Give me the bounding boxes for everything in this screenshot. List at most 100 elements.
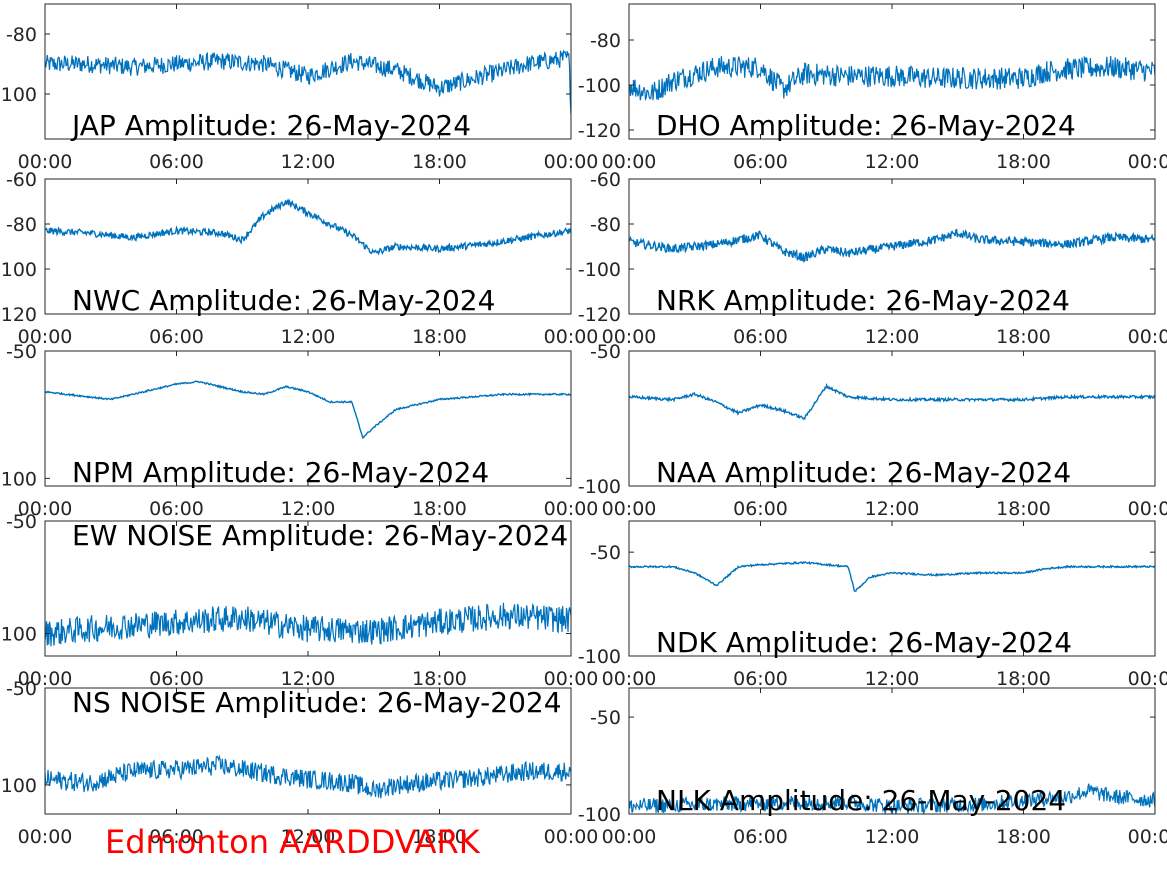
dho-y-tick-label: -100 [578,75,621,97]
nwc-y-tick-label: -80 [6,214,37,236]
nlk-x-tick-label: 12:00 [865,826,920,848]
ns-noise-x-tick-label: 00:00 [544,826,599,848]
jap-panel: 00:00 06:00 12:00 18:00 00:00 -80 100 JAP Ampli… [1,3,599,173]
nwc-series-line [45,198,571,256]
ew-noise-series-line [45,602,571,647]
dho-y-tick-label: -120 [578,120,621,142]
ew-noise-y-tick-label: -50 [6,511,37,533]
nwc-x-tick-label: 00:00 [544,326,599,348]
npm-panel: 00:00 06:00 12:00 18:00 00:00 -50 100 NPM Ampli… [1,341,599,520]
dho-panel: 00:00 06:00 12:00 18:00 00:00 -80 -100 -120 DHO … [578,3,1167,173]
ns-noise-x-tick-label: 00:00 [18,826,73,848]
jap-y-tick-label: -80 [6,24,37,46]
ew-noise-x-tick-label: 12:00 [281,668,336,690]
ndk-series-line [629,560,1155,592]
ns-noise-y-tick-label: -50 [6,678,37,700]
naa-y-tick-label: -50 [590,341,621,363]
dho-x-tick-label: 00:00 [1128,151,1167,173]
naa-x-tick-label: 00:00 [1128,498,1167,520]
jap-x-tick-label: 00:00 [18,151,73,173]
panels: 00:00 06:00 12:00 18:00 00:00 -80 100 JAP Ampli… [1,3,1167,848]
naa-y-tick-label: -100 [578,476,621,498]
ns-noise-x-tick-label: 18:00 [412,826,467,848]
nrk-panel-title: NRK Amplitude: 26-May-2024 [656,284,1070,317]
jap-x-tick-label: 18:00 [412,151,467,173]
jap-y-tick-label: 100 [1,84,37,106]
dho-y-tick-label: -80 [590,30,621,52]
ndk-x-tick-label: 00:00 [602,668,657,690]
ndk-panel-title: NDK Amplitude: 26-May-2024 [656,626,1072,659]
ew-noise-x-tick-label: 00:00 [18,668,73,690]
naa-x-tick-label: 18:00 [996,498,1051,520]
nrk-panel: 00:00 06:00 12:00 18:00 00:00 -60 -80 -100 -120 N… [578,169,1167,348]
ndk-x-tick-label: 12:00 [865,668,920,690]
dho-x-tick-label: 12:00 [865,151,920,173]
jap-x-tick-label: 00:00 [544,151,599,173]
nwc-panel-title: NWC Amplitude: 26-May-2024 [72,284,495,317]
station-label: Edmonton AARDDVARK [105,823,481,861]
nwc-y-tick-label: -60 [6,169,37,191]
ndk-x-tick-label: 00:00 [1128,668,1167,690]
ns-noise-series-line [45,754,571,799]
nlk-panel-title: NLK Amplitude: 26-May-2024 [656,784,1066,817]
ndk-x-tick-label: 06:00 [733,668,788,690]
ndk-y-tick-label: -100 [578,646,621,668]
npm-panel-title: NPM Amplitude: 26-May-2024 [72,456,489,489]
ns-noise-x-tick-label: 06:00 [149,826,204,848]
npm-series-line [45,380,571,439]
dho-x-tick-label: 06:00 [733,151,788,173]
npm-x-tick-label: 06:00 [149,498,204,520]
ndk-x-tick-label: 18:00 [996,668,1051,690]
naa-series-line [629,382,1155,421]
ndk-panel: 00:00 06:00 12:00 18:00 00:00 -50 -100 NDK Ampl… [578,520,1167,690]
nrk-y-tick-label: -100 [578,259,621,281]
ew-noise-x-tick-label: 18:00 [412,668,467,690]
npm-x-tick-label: 00:00 [544,498,599,520]
ns-noise-panel-title: NS NOISE Amplitude: 26-May-2024 [72,686,562,719]
nwc-y-tick-label: 120 [1,304,37,326]
ndk-y-tick-label: -50 [590,542,621,564]
npm-x-tick-label: 00:00 [18,498,73,520]
dho-x-tick-label: 00:00 [602,151,657,173]
nlk-panel: 00:00 06:00 12:00 18:00 00:00 -50 -100 NLK Ampl… [578,687,1167,848]
nrk-x-tick-label: 12:00 [865,326,920,348]
dho-x-tick-label: 18:00 [996,151,1051,173]
nwc-x-tick-label: 18:00 [412,326,467,348]
naa-panel-title: NAA Amplitude: 26-May-2024 [656,456,1071,489]
ew-noise-panel: 00:00 06:00 12:00 18:00 00:00 -50 100 EW NOISE … [1,511,599,690]
jap-x-tick-label: 06:00 [149,151,204,173]
nrk-series-line [629,228,1155,263]
ew-noise-panel-title: EW NOISE Amplitude: 26-May-2024 [72,519,568,552]
nrk-x-tick-label: 18:00 [996,326,1051,348]
jap-series-line [45,49,571,116]
naa-x-tick-label: 12:00 [865,498,920,520]
naa-x-tick-label: 06:00 [733,498,788,520]
nlk-y-tick-label: -100 [578,804,621,826]
ew-noise-x-tick-label: 00:00 [544,668,599,690]
nlk-x-tick-label: 00:00 [1128,826,1167,848]
npm-y-tick-label: -50 [6,341,37,363]
ns-noise-y-tick-label: 100 [1,775,37,797]
ns-noise-x-tick-label: 12:00 [281,826,336,848]
ew-noise-y-tick-label: 100 [1,624,37,646]
jap-panel-title: JAP Amplitude: 26-May-2024 [70,109,471,142]
naa-x-tick-label: 00:00 [602,498,657,520]
nwc-y-tick-label: 100 [1,259,37,281]
jap-x-tick-label: 12:00 [281,151,336,173]
nrk-y-tick-label: -80 [590,214,621,236]
nlk-x-tick-label: 06:00 [733,826,788,848]
npm-y-tick-label: 100 [1,468,37,490]
nlk-y-tick-label: -50 [590,707,621,729]
dho-series-line [629,55,1155,102]
naa-panel: 00:00 06:00 12:00 18:00 00:00 -50 -100 NAA Ampl… [578,341,1167,520]
nrk-x-tick-label: 06:00 [733,326,788,348]
nwc-x-tick-label: 12:00 [281,326,336,348]
nwc-x-tick-label: 00:00 [18,326,73,348]
npm-x-tick-label: 18:00 [412,498,467,520]
dho-panel-title: DHO Amplitude: 26-May-2024 [656,109,1076,142]
nwc-panel: 00:00 06:00 12:00 18:00 00:00 -60 -80 100 120 NWC… [1,169,599,348]
nrk-y-tick-label: -60 [590,169,621,191]
nwc-x-tick-label: 06:00 [149,326,204,348]
